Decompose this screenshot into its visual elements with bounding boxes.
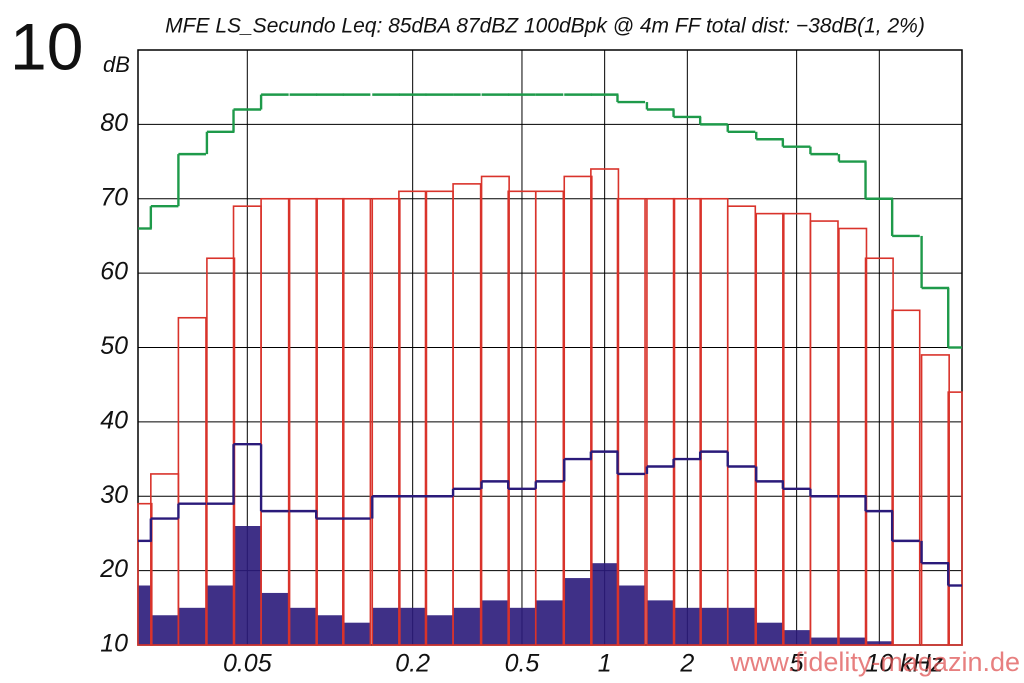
y-tick-label: 20 <box>99 555 128 583</box>
y-tick-label: 30 <box>100 481 128 509</box>
band-bar <box>563 175 593 646</box>
spectrum-band <box>673 607 702 645</box>
figure-number: 10 <box>10 9 83 83</box>
band-bar <box>137 502 153 646</box>
band-bar <box>864 257 894 646</box>
band-bar <box>646 197 676 646</box>
spectrum-band <box>564 578 592 645</box>
spectrum-band <box>700 607 728 645</box>
spectrum-band <box>261 592 289 645</box>
spectrum-band <box>233 526 262 645</box>
spectrum-band <box>590 563 619 645</box>
band-bar <box>726 205 757 646</box>
spectrum-band <box>617 585 646 645</box>
y-tick-label: 80 <box>100 109 128 137</box>
spectrum-band <box>316 615 344 645</box>
spectrum-band <box>865 641 894 645</box>
chart-title: MFE LS_Secundo Leq: 85dBA 87dBZ 100dBpk … <box>165 15 925 38</box>
x-tick-label: 0.5 <box>505 650 540 678</box>
y-tick-label: 60 <box>100 258 128 286</box>
spectrum-band <box>508 607 536 645</box>
x-tick-label: 2 <box>679 650 694 678</box>
spectrum-band <box>782 630 811 645</box>
spectrum-band <box>727 607 756 645</box>
band-bar <box>672 197 702 646</box>
spectrum-band <box>535 600 564 645</box>
band-bar <box>480 175 510 646</box>
band-bar <box>920 354 950 646</box>
spectrum-band <box>646 600 675 645</box>
band-bar <box>342 197 372 646</box>
band-bar <box>315 197 345 646</box>
band-bar <box>288 197 318 646</box>
x-tick-label: 0.2 <box>395 650 430 678</box>
band-bar <box>590 168 620 646</box>
spectrum-band <box>206 585 235 645</box>
spectrum-band <box>138 585 152 645</box>
spectrum-band <box>425 615 454 645</box>
band-bar <box>947 391 963 646</box>
band-bar <box>452 183 482 646</box>
spectrum-band <box>178 607 206 645</box>
x-tick-label: 10 kHz <box>865 650 943 678</box>
spectrum-band <box>453 607 481 645</box>
band-bar <box>809 220 839 646</box>
band-bar <box>398 190 428 646</box>
y-tick-label: 50 <box>100 332 128 360</box>
spectrum-band <box>838 637 867 645</box>
band-bar <box>616 197 646 646</box>
x-tick-label: 0.05 <box>223 650 272 678</box>
spectrum-band <box>481 600 510 645</box>
watermark: www.fidelity-magazin.de <box>729 647 1020 677</box>
spectrum-band <box>810 637 838 645</box>
spectrum-band <box>342 622 371 645</box>
band-bar <box>371 197 401 646</box>
band-bar <box>891 309 921 646</box>
x-tick-label: 5 <box>790 650 804 678</box>
spectrum-band <box>398 607 427 645</box>
y-tick-label: 70 <box>100 183 128 211</box>
spectrum-band <box>756 622 784 645</box>
spectrum-band <box>372 607 400 645</box>
band-bar <box>177 316 207 646</box>
spectrum-band <box>289 607 318 645</box>
band-bar <box>260 197 290 646</box>
x-tick-label: 1 <box>598 650 612 678</box>
band-bar <box>838 227 868 646</box>
band-bar <box>534 190 565 646</box>
band-bar <box>424 190 454 646</box>
y-tick-label: 10 <box>100 630 128 658</box>
band-bar <box>755 212 785 646</box>
y-tick-label: 40 <box>100 406 128 434</box>
y-axis-label: dB <box>103 52 130 77</box>
spectrum-band <box>150 615 179 645</box>
